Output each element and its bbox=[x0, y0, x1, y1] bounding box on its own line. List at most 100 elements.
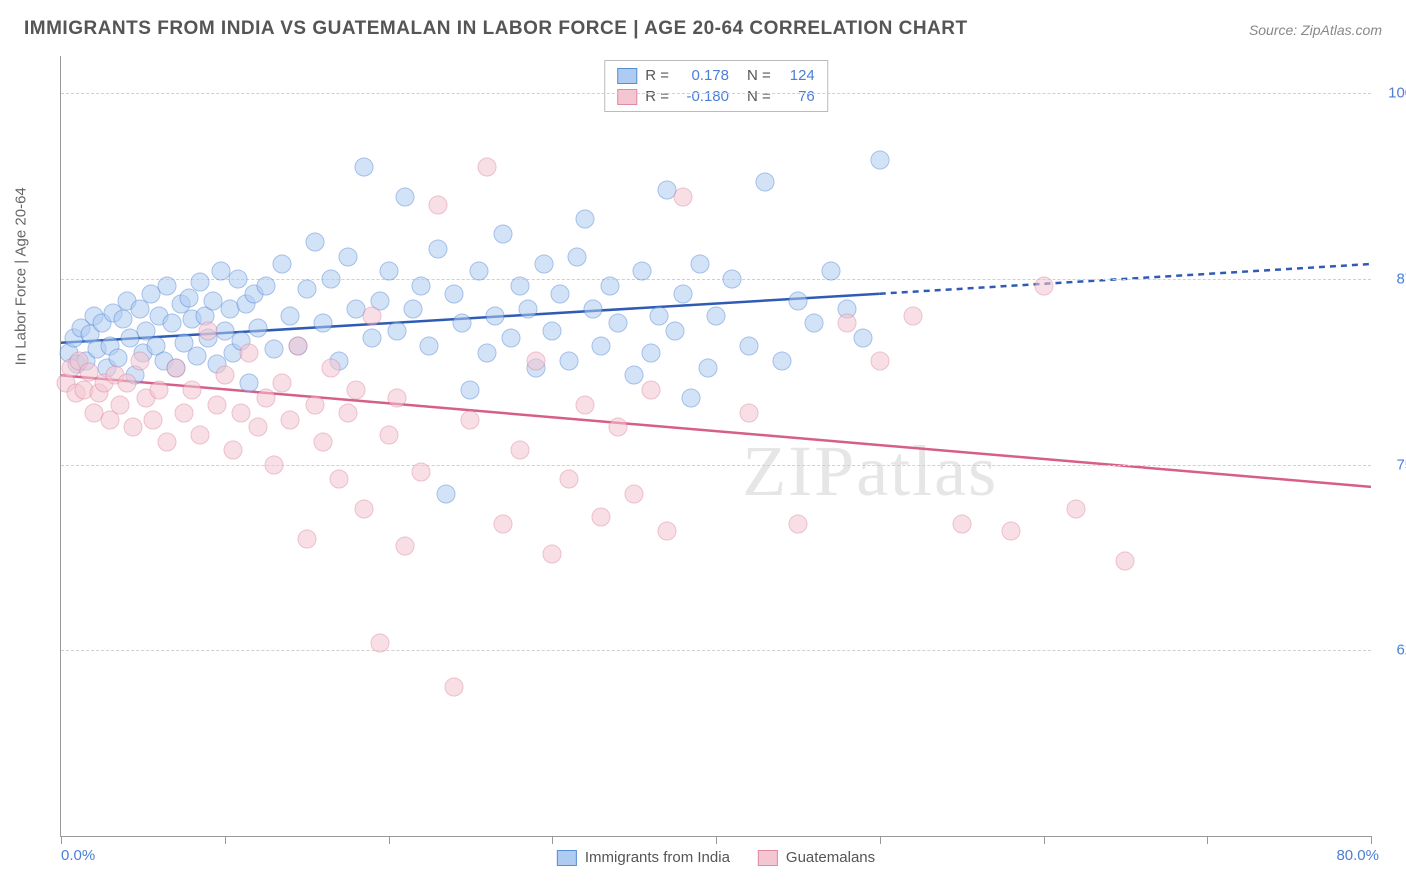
scatter-point-guatemalan bbox=[526, 351, 545, 370]
scatter-point-guatemalan bbox=[559, 470, 578, 489]
scatter-point-india bbox=[772, 351, 791, 370]
watermark-text: ZIPatlas bbox=[742, 430, 998, 513]
scatter-point-india bbox=[690, 255, 709, 274]
scatter-point-guatemalan bbox=[387, 388, 406, 407]
scatter-point-india bbox=[191, 272, 210, 291]
scatter-point-guatemalan bbox=[739, 403, 758, 422]
scatter-point-india bbox=[666, 321, 685, 340]
y-tick-label: 100.0% bbox=[1388, 85, 1406, 102]
scatter-point-india bbox=[477, 344, 496, 363]
x-tick bbox=[1207, 836, 1208, 844]
scatter-point-india bbox=[420, 336, 439, 355]
scatter-point-guatemalan bbox=[461, 411, 480, 430]
scatter-point-india bbox=[502, 329, 521, 348]
scatter-point-guatemalan bbox=[289, 336, 308, 355]
scatter-point-india bbox=[584, 299, 603, 318]
scatter-point-india bbox=[592, 336, 611, 355]
scatter-point-india bbox=[551, 284, 570, 303]
scatter-point-guatemalan bbox=[174, 403, 193, 422]
chart-plot-area: In Labor Force | Age 20-64 0.0% 80.0% ZI… bbox=[60, 56, 1371, 837]
scatter-point-guatemalan bbox=[183, 381, 202, 400]
y-axis-title: In Labor Force | Age 20-64 bbox=[13, 187, 30, 365]
gridline bbox=[61, 650, 1371, 651]
scatter-point-guatemalan bbox=[1001, 522, 1020, 541]
scatter-point-india bbox=[821, 262, 840, 281]
scatter-point-guatemalan bbox=[281, 411, 300, 430]
x-tick bbox=[716, 836, 717, 844]
scatter-point-guatemalan bbox=[657, 522, 676, 541]
scatter-point-india bbox=[576, 210, 595, 229]
scatter-point-guatemalan bbox=[256, 388, 275, 407]
scatter-point-india bbox=[240, 373, 259, 392]
scatter-point-india bbox=[436, 485, 455, 504]
scatter-point-guatemalan bbox=[371, 633, 390, 652]
scatter-point-india bbox=[494, 225, 513, 244]
scatter-point-guatemalan bbox=[273, 373, 292, 392]
scatter-point-guatemalan bbox=[110, 396, 129, 415]
scatter-point-india bbox=[114, 309, 133, 328]
scatter-point-india bbox=[428, 240, 447, 259]
scatter-point-guatemalan bbox=[788, 515, 807, 534]
scatter-point-guatemalan bbox=[124, 418, 143, 437]
scatter-point-guatemalan bbox=[428, 195, 447, 214]
scatter-point-india bbox=[649, 307, 668, 326]
scatter-point-guatemalan bbox=[543, 544, 562, 563]
scatter-point-india bbox=[633, 262, 652, 281]
scatter-point-india bbox=[179, 289, 198, 308]
scatter-point-india bbox=[363, 329, 382, 348]
y-tick-label: 75.0% bbox=[1396, 456, 1406, 473]
scatter-point-guatemalan bbox=[297, 529, 316, 548]
legend-top-row: R =-0.180N =76 bbox=[617, 86, 815, 107]
scatter-point-guatemalan bbox=[191, 425, 210, 444]
scatter-point-guatemalan bbox=[576, 396, 595, 415]
scatter-point-guatemalan bbox=[166, 359, 185, 378]
scatter-point-guatemalan bbox=[494, 515, 513, 534]
scatter-point-guatemalan bbox=[143, 411, 162, 430]
scatter-point-guatemalan bbox=[608, 418, 627, 437]
x-axis-max-label: 80.0% bbox=[1336, 847, 1379, 864]
scatter-point-guatemalan bbox=[207, 396, 226, 415]
scatter-point-india bbox=[163, 314, 182, 333]
scatter-point-guatemalan bbox=[346, 381, 365, 400]
x-tick bbox=[880, 836, 881, 844]
scatter-point-india bbox=[158, 277, 177, 296]
scatter-point-guatemalan bbox=[150, 381, 169, 400]
scatter-point-india bbox=[395, 188, 414, 207]
scatter-point-india bbox=[404, 299, 423, 318]
scatter-point-india bbox=[453, 314, 472, 333]
scatter-point-india bbox=[682, 388, 701, 407]
y-tick-label: 87.5% bbox=[1396, 270, 1406, 287]
scatter-point-india bbox=[281, 307, 300, 326]
scatter-point-guatemalan bbox=[1034, 277, 1053, 296]
scatter-point-guatemalan bbox=[1116, 552, 1135, 571]
scatter-point-india bbox=[854, 329, 873, 348]
scatter-point-guatemalan bbox=[674, 188, 693, 207]
scatter-point-india bbox=[273, 255, 292, 274]
scatter-point-india bbox=[641, 344, 660, 363]
scatter-point-india bbox=[739, 336, 758, 355]
scatter-point-guatemalan bbox=[305, 396, 324, 415]
scatter-point-india bbox=[387, 321, 406, 340]
scatter-point-india bbox=[600, 277, 619, 296]
scatter-point-guatemalan bbox=[322, 359, 341, 378]
scatter-point-india bbox=[723, 269, 742, 288]
x-tick bbox=[1371, 836, 1372, 844]
scatter-point-india bbox=[109, 348, 128, 367]
source-attribution: Source: ZipAtlas.com bbox=[1249, 22, 1382, 38]
legend-bottom-item: Immigrants from India bbox=[557, 849, 730, 866]
scatter-point-guatemalan bbox=[130, 351, 149, 370]
x-tick bbox=[389, 836, 390, 844]
scatter-point-guatemalan bbox=[510, 440, 529, 459]
scatter-point-india bbox=[674, 284, 693, 303]
legend-bottom-item: Guatemalans bbox=[758, 849, 875, 866]
scatter-point-india bbox=[445, 284, 464, 303]
scatter-point-india bbox=[264, 339, 283, 358]
scatter-point-guatemalan bbox=[158, 433, 177, 452]
scatter-point-india bbox=[625, 366, 644, 385]
scatter-point-guatemalan bbox=[445, 678, 464, 697]
scatter-point-guatemalan bbox=[338, 403, 357, 422]
scatter-point-guatemalan bbox=[232, 403, 251, 422]
scatter-point-india bbox=[543, 321, 562, 340]
scatter-point-india bbox=[297, 280, 316, 299]
scatter-point-india bbox=[756, 173, 775, 192]
